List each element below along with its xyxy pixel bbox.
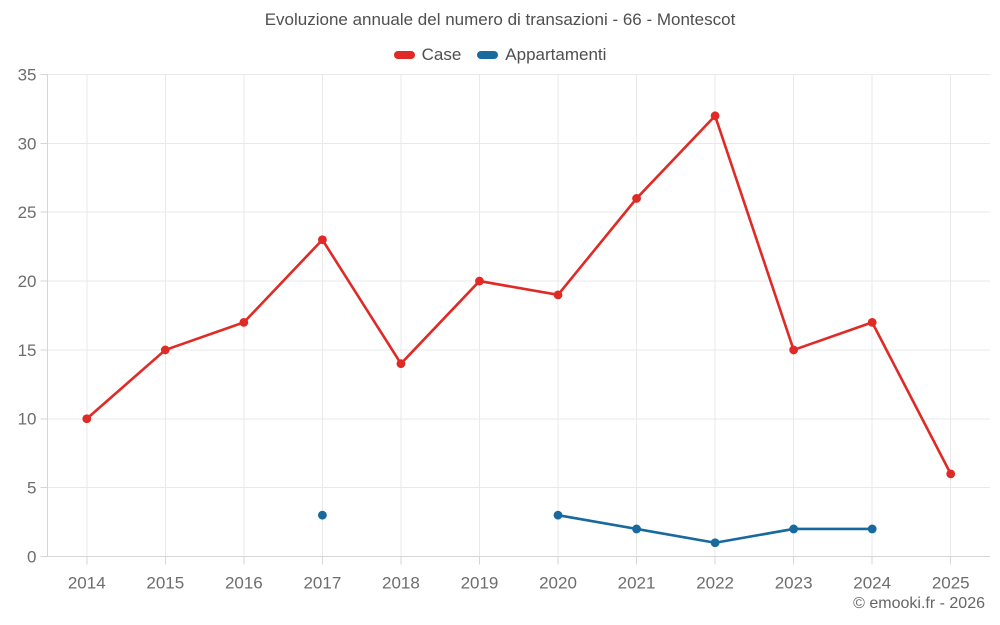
x-tick-label: 2019 bbox=[461, 574, 499, 593]
y-tick-label: 5 bbox=[27, 479, 36, 498]
series-line bbox=[85, 114, 953, 476]
x-tick-label: 2016 bbox=[225, 574, 263, 593]
x-tick-label: 2018 bbox=[382, 574, 420, 593]
data-point[interactable] bbox=[396, 359, 406, 369]
copyright-footer: © emooki.fr - 2026 bbox=[853, 595, 985, 612]
y-tick-label: 0 bbox=[27, 547, 36, 566]
y-tick-label: 10 bbox=[18, 410, 37, 429]
gridlines bbox=[40, 74, 990, 565]
x-tick-label: 2025 bbox=[932, 574, 970, 593]
data-point[interactable] bbox=[317, 235, 327, 245]
legend: Case Appartamenti bbox=[0, 45, 1000, 65]
legend-label: Case bbox=[421, 45, 462, 64]
data-point[interactable] bbox=[789, 524, 799, 534]
legend-label: Appartamenti bbox=[505, 45, 607, 64]
legend-swatch bbox=[477, 51, 499, 59]
chart-title: Evoluzione annuale del numero di transaz… bbox=[264, 10, 736, 29]
y-tick-label: 25 bbox=[18, 203, 37, 222]
legend-swatch bbox=[393, 51, 415, 59]
data-point[interactable] bbox=[553, 510, 563, 520]
x-tick-label: 2024 bbox=[853, 574, 891, 593]
series-appartamenti bbox=[317, 510, 877, 548]
x-tick-label: 2021 bbox=[618, 574, 656, 593]
y-tick-label: 15 bbox=[18, 341, 37, 360]
data-point[interactable] bbox=[867, 524, 877, 534]
series-case bbox=[82, 111, 956, 479]
y-tick-label: 20 bbox=[18, 272, 37, 291]
data-point[interactable] bbox=[632, 524, 641, 534]
data-point[interactable] bbox=[632, 194, 641, 203]
x-tick-label: 2015 bbox=[146, 574, 184, 593]
data-point[interactable] bbox=[553, 290, 563, 300]
x-tick-label: 2014 bbox=[68, 574, 106, 593]
x-tick-label: 2017 bbox=[303, 574, 341, 593]
data-point[interactable] bbox=[710, 538, 720, 548]
data-point[interactable] bbox=[317, 510, 327, 520]
data-point[interactable] bbox=[475, 276, 484, 286]
x-tick-label: 2023 bbox=[775, 574, 813, 593]
x-tick-label: 2022 bbox=[696, 574, 734, 593]
legend-item-case[interactable]: Case bbox=[393, 45, 462, 65]
x-tick-label: 2020 bbox=[539, 574, 577, 593]
data-point[interactable] bbox=[789, 345, 799, 355]
data-point[interactable] bbox=[867, 317, 877, 327]
data-point[interactable] bbox=[160, 345, 170, 355]
y-tick-label: 35 bbox=[18, 65, 37, 84]
y-tick-label: 30 bbox=[18, 134, 37, 153]
legend-item-appartamenti[interactable]: Appartamenti bbox=[477, 45, 606, 65]
data-point[interactable] bbox=[710, 111, 720, 121]
data-point[interactable] bbox=[239, 317, 249, 327]
data-point[interactable] bbox=[82, 414, 92, 424]
data-point[interactable] bbox=[946, 469, 956, 479]
